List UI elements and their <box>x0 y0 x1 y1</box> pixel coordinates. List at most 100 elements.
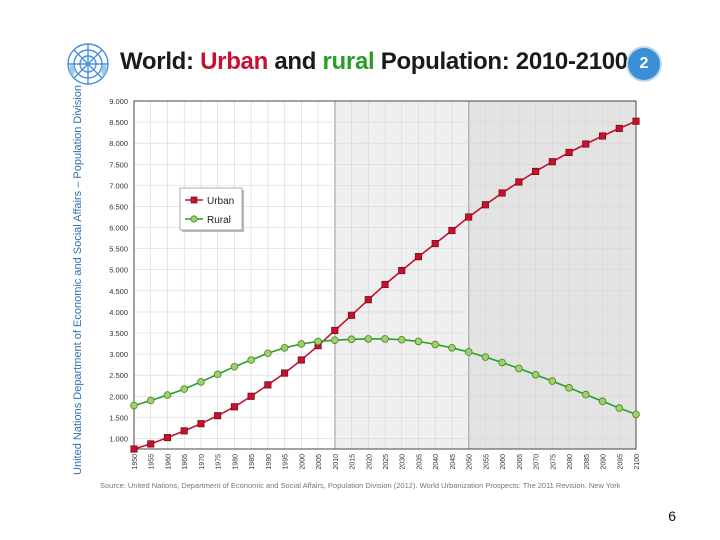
y-tick-label: 3.000 <box>109 350 128 359</box>
y-tick-label: 8.500 <box>109 118 128 127</box>
urban-point <box>247 392 255 400</box>
urban-point <box>582 140 590 148</box>
rural-point <box>581 390 590 399</box>
urban-point <box>481 201 489 209</box>
urban-point <box>163 434 172 442</box>
urban-point <box>381 280 389 289</box>
rural-point <box>397 335 406 344</box>
legend-rural-label: Rural <box>207 215 231 226</box>
urban-point <box>532 167 540 175</box>
x-tick-label: 2010 <box>333 454 340 470</box>
rural-point <box>598 397 607 406</box>
rural-point <box>297 340 306 348</box>
x-tick-label: 2100 <box>634 454 641 470</box>
urban-point <box>347 311 356 319</box>
legend-urban-label: Urban <box>207 196 234 207</box>
urban-point <box>130 445 138 453</box>
x-tick-label: 2030 <box>400 454 407 470</box>
legend-urban-marker <box>190 196 198 204</box>
x-tick-label: 2075 <box>550 454 557 470</box>
rural-point <box>632 410 640 419</box>
rural-point <box>130 401 138 410</box>
title-and: and <box>274 48 317 75</box>
slide-badge: 2 <box>628 48 660 80</box>
rural-point <box>381 335 389 343</box>
urban-point <box>465 213 473 221</box>
rural-point <box>180 385 189 393</box>
title-rest: Population: 2010-2100 <box>380 48 628 75</box>
x-tick-label: 2000 <box>299 454 306 470</box>
urban-point <box>147 440 155 448</box>
x-tick-label: 2050 <box>467 454 474 470</box>
urban-point <box>264 381 272 389</box>
slide-title: World: Urban and rural Population: 2010-… <box>120 48 628 76</box>
urban-point <box>197 420 205 428</box>
rural-point <box>213 370 222 379</box>
x-tick-label: 2055 <box>483 454 490 470</box>
urban-point <box>414 253 423 261</box>
x-tick-label: 1995 <box>283 454 290 470</box>
urban-point <box>364 296 372 304</box>
x-tick-label: 2015 <box>350 454 357 470</box>
rural-point <box>464 348 473 356</box>
x-tick-label: 2005 <box>316 454 323 470</box>
page-number: 6 <box>668 508 676 524</box>
urban-point <box>598 132 607 140</box>
x-tick-label: 2090 <box>601 454 608 470</box>
x-tick-label: 2020 <box>366 454 373 470</box>
x-tick-label: 1955 <box>149 454 156 470</box>
urban-point <box>615 124 623 132</box>
y-tick-label: 2.500 <box>109 371 128 380</box>
rural-point <box>481 353 490 361</box>
title-urban: Urban <box>200 48 268 75</box>
urban-point <box>565 148 573 157</box>
y-tick-label: 1.000 <box>109 434 128 443</box>
rural-point <box>414 337 423 346</box>
legend-box <box>179 187 243 231</box>
urban-point <box>498 189 506 197</box>
x-tick-label: 2070 <box>534 454 541 470</box>
urban-point <box>180 427 188 435</box>
urban-point <box>398 267 406 275</box>
y-tick-label: 2.000 <box>109 392 128 401</box>
un-logo <box>64 40 112 88</box>
x-tick-label: 2040 <box>433 454 440 470</box>
rural-point <box>280 343 289 352</box>
urban-point <box>548 158 556 166</box>
y-tick-label: 4.000 <box>109 308 128 317</box>
rural-point <box>531 370 540 379</box>
urban-point <box>448 226 456 235</box>
urban-point <box>632 117 640 125</box>
source-note: Source: United Nations, Department of Ec… <box>100 481 621 490</box>
rural-point <box>330 336 339 344</box>
urban-point <box>230 403 238 411</box>
y-tick-label: 6.000 <box>109 224 128 233</box>
x-tick-label: 1985 <box>249 454 256 470</box>
rural-point <box>431 340 440 349</box>
y-tick-label: 5.500 <box>109 245 128 254</box>
rural-point <box>364 335 373 343</box>
y-tick-label: 5.000 <box>109 266 128 275</box>
urban-point <box>281 369 289 377</box>
urban-point <box>297 356 305 364</box>
rural-point <box>565 384 573 392</box>
legend-rural-marker <box>190 215 198 223</box>
rural-point <box>548 377 557 385</box>
rural-point <box>230 362 239 371</box>
rural-point <box>197 378 205 386</box>
x-tick-label: 1975 <box>216 454 223 470</box>
urban-point <box>515 178 523 186</box>
x-tick-label: 2045 <box>450 454 457 470</box>
rural-point <box>498 358 506 367</box>
rural-point <box>448 343 456 352</box>
title-rural: rural <box>322 48 375 75</box>
x-tick-label: 2025 <box>383 454 390 470</box>
rural-point <box>314 337 322 346</box>
urban-point <box>431 240 439 248</box>
title-world: World: <box>120 48 194 75</box>
x-tick-label: 2065 <box>517 454 524 470</box>
y-tick-label: 6.500 <box>109 202 128 211</box>
y-tick-label: 7.500 <box>109 160 128 169</box>
rural-point <box>347 335 356 344</box>
